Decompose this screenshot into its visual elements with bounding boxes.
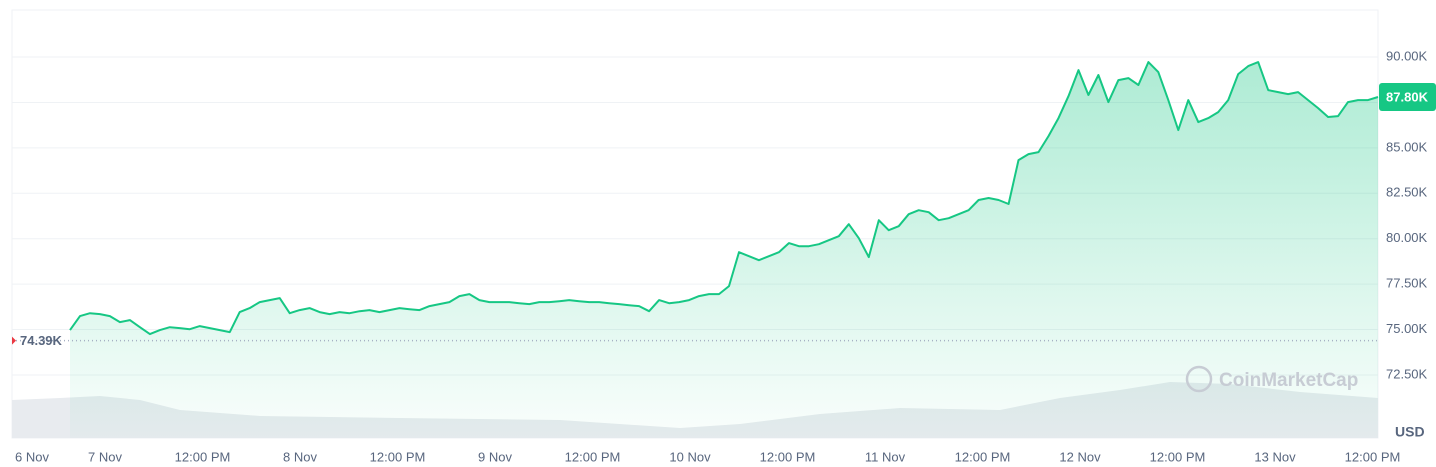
price-line bbox=[69, 61, 1379, 336]
last-price-badge bbox=[1379, 83, 1436, 112]
x-tick-label: 10 Nov bbox=[669, 449, 711, 464]
x-tick-label: 12:00 PM bbox=[1345, 449, 1401, 464]
x-tick-label: 12:00 PM bbox=[175, 449, 231, 464]
open-price-marker bbox=[12, 336, 16, 345]
watermark-text: CoinMarketCap bbox=[1219, 370, 1358, 391]
y-tick-label: 80.00K bbox=[1386, 230, 1428, 245]
y-tick-label: 77.50K bbox=[1386, 276, 1428, 291]
y-tick-label: 85.00K bbox=[1386, 139, 1428, 154]
watermark: CoinMarketCap bbox=[1185, 365, 1358, 393]
x-tick-label: 12 Nov bbox=[1059, 449, 1101, 464]
data-layer bbox=[69, 61, 1379, 438]
y-tick-label: 75.00K bbox=[1386, 321, 1428, 336]
watermark-logo bbox=[1185, 365, 1213, 393]
price-area bbox=[70, 62, 1378, 438]
x-tick-label: 12:00 PM bbox=[370, 449, 426, 464]
x-tick-label: 12:00 PM bbox=[955, 449, 1011, 464]
x-tick-label: 13 Nov bbox=[1254, 449, 1296, 464]
x-tick-label: 7 Nov bbox=[88, 449, 122, 464]
open-price-label: 74.39K bbox=[20, 333, 63, 348]
last-price-label: 87.80K bbox=[1386, 89, 1429, 104]
x-tick-label: 12:00 PM bbox=[565, 449, 621, 464]
x-tick-label: 8 Nov bbox=[283, 449, 317, 464]
x-tick-label: 12:00 PM bbox=[1150, 449, 1206, 464]
y-tick-label: 82.50K bbox=[1386, 185, 1428, 200]
x-tick-label: 9 Nov bbox=[478, 449, 512, 464]
currency-label: USD bbox=[1395, 424, 1425, 440]
x-tick-label: 6 Nov bbox=[15, 449, 49, 464]
y-tick-label: 90.00K bbox=[1386, 48, 1428, 63]
x-tick-label: 12:00 PM bbox=[760, 449, 816, 464]
y-tick-label: 72.50K bbox=[1386, 366, 1428, 381]
x-tick-label: 11 Nov bbox=[865, 449, 906, 464]
